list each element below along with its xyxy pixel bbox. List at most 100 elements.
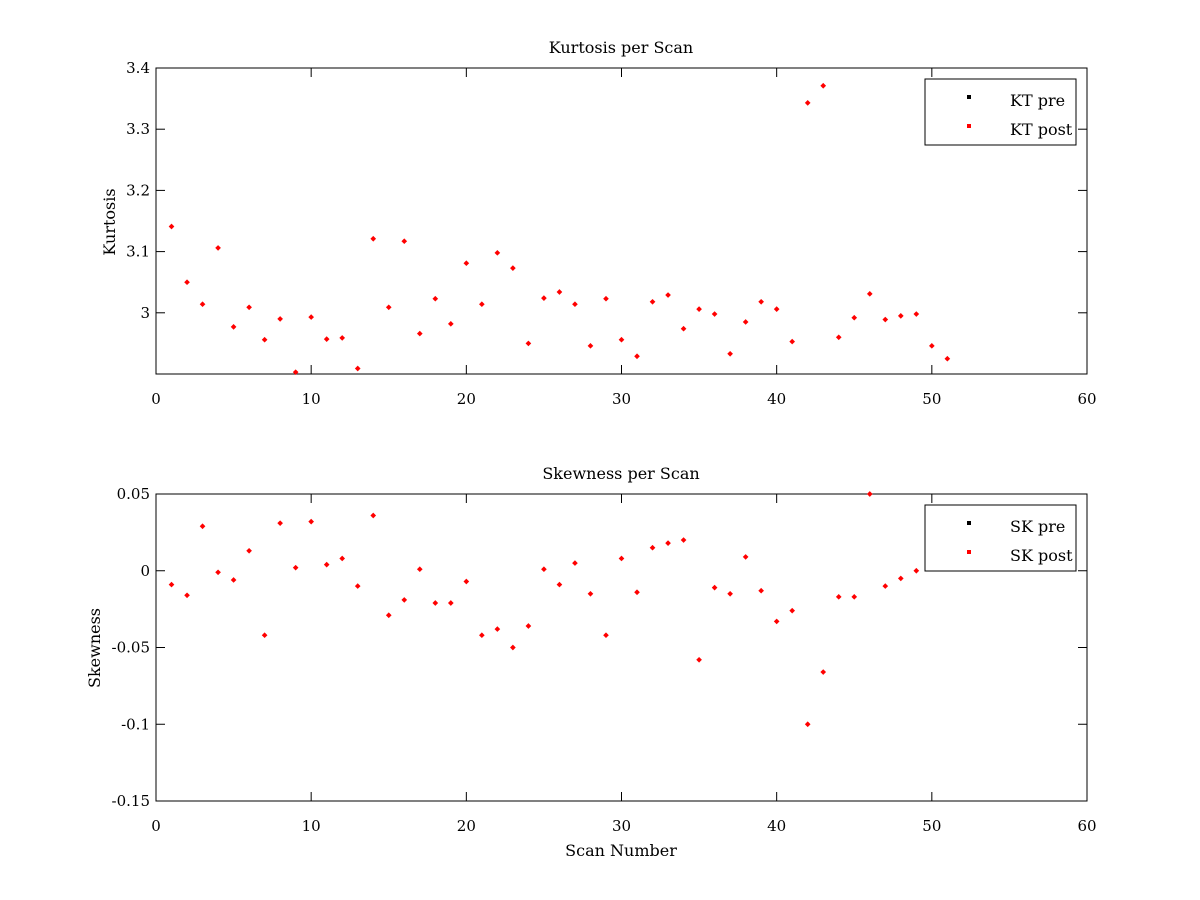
kurtosis-point-post [929, 343, 935, 349]
skewness-point-post [339, 555, 346, 562]
kurtosis-point-post [789, 338, 796, 345]
kurtosis-y-tick-label: 3.2 [126, 181, 150, 199]
skewness-point-post [773, 618, 780, 625]
kurtosis-point-post [696, 306, 702, 312]
skewness-point-post [292, 564, 299, 571]
skewness-y-axis-label: Skewness [85, 608, 104, 688]
skewness-point-post [308, 518, 314, 525]
kurtosis-y-tick-label: 3.1 [126, 243, 150, 261]
skewness-point-post [835, 594, 842, 600]
skewness-point-post [789, 607, 796, 614]
skewness-point-post [882, 583, 889, 589]
skewness-point-post [230, 577, 237, 583]
kurtosis-point-post [820, 82, 827, 89]
kurtosis-point-post [773, 306, 780, 312]
kurtosis-legend-marker-post [967, 124, 971, 128]
skewness-point-post [572, 560, 578, 566]
skewness-point-post [525, 623, 532, 629]
skewness-legend-marker-pre [967, 521, 971, 525]
skewness-point-post [246, 547, 252, 554]
kurtosis-point-post [572, 301, 578, 308]
skewness-point-post [541, 566, 547, 573]
kurtosis-points [168, 82, 951, 375]
kurtosis-point-post [292, 369, 299, 375]
skewness-x-tick-label: 30 [612, 817, 631, 835]
skewness-point-post [820, 669, 827, 675]
kurtosis-point-post [680, 325, 687, 332]
skewness-point-post [447, 600, 454, 606]
skewness-x-tick-label: 50 [922, 817, 941, 835]
kurtosis-point-post [246, 304, 252, 311]
kurtosis-point-post [308, 314, 314, 320]
kurtosis-point-post [541, 295, 547, 301]
skewness-point-post [277, 520, 283, 526]
kurtosis-point-post [618, 336, 625, 343]
skewness-point-post [354, 583, 361, 589]
kurtosis-point-post [168, 223, 175, 230]
kurtosis-y-axis-label: Kurtosis [100, 188, 119, 255]
kurtosis-point-post [447, 320, 454, 327]
skewness-point-post [261, 632, 268, 639]
kurtosis-point-post [463, 260, 470, 267]
skewness-point-post [199, 523, 206, 530]
skewness-point-post [804, 721, 811, 728]
skewness-point-post [385, 612, 392, 619]
kurtosis-x-tick-label: 20 [457, 390, 476, 408]
skewness-x-tick-label: 20 [457, 817, 476, 835]
skewness-point-post [913, 567, 920, 574]
skewness-point-post [416, 566, 423, 573]
kurtosis-point-post [758, 298, 764, 305]
kurtosis-point-post [897, 313, 904, 319]
kurtosis-x-tick-label: 0 [151, 390, 161, 408]
skewness-y-tick-label: -0.05 [112, 639, 150, 657]
kurtosis-title: Kurtosis per Scan [549, 38, 693, 57]
skewness-plot: Skewness per Scan Skewness Scan Number 0… [85, 464, 1097, 860]
kurtosis-point-post [215, 245, 221, 251]
kurtosis-point-post [587, 343, 594, 349]
skewness-point-post [168, 581, 175, 588]
skewness-point-post [634, 589, 640, 596]
kurtosis-y-ticks: 3 3.1 3.2 3.3 3.4 [126, 59, 1087, 322]
kurtosis-point-post [913, 311, 920, 317]
skewness-point-post [556, 581, 563, 588]
kurtosis-point-post [851, 314, 858, 321]
skewness-point-post [479, 632, 485, 639]
kurtosis-point-post [804, 100, 811, 106]
kurtosis-point-post [944, 355, 951, 362]
kurtosis-point-post [835, 334, 842, 341]
skewness-point-post [649, 544, 656, 551]
skewness-y-tick-label: -0.15 [112, 792, 150, 810]
kurtosis-x-tick-label: 10 [302, 390, 321, 408]
skewness-point-post [370, 512, 377, 519]
kurtosis-x-tick-label: 50 [922, 390, 941, 408]
kurtosis-point-post [401, 238, 408, 245]
skewness-point-post [401, 597, 408, 603]
kurtosis-point-post [603, 295, 609, 302]
kurtosis-point-post [634, 353, 640, 360]
kurtosis-point-post [370, 235, 377, 242]
skewness-point-post [587, 590, 594, 597]
skewness-y-tick-label: 0.05 [117, 485, 150, 503]
kurtosis-point-post [556, 289, 563, 295]
skewness-point-post [323, 561, 330, 568]
kurtosis-legend-label-post: KT post [1010, 120, 1073, 139]
skewness-point-post [758, 587, 764, 594]
kurtosis-point-post [432, 295, 439, 302]
skewness-point-post [184, 592, 190, 599]
skewness-point-post [215, 569, 221, 576]
kurtosis-x-tick-label: 60 [1077, 390, 1096, 408]
skewness-point-post [696, 656, 702, 663]
skewness-x-tick-label: 60 [1077, 817, 1096, 835]
kurtosis-legend-label-pre: KT pre [1010, 91, 1065, 110]
skewness-point-post [711, 584, 718, 591]
kurtosis-point-post [742, 319, 749, 325]
kurtosis-point-post [230, 324, 237, 330]
kurtosis-point-post [416, 330, 423, 337]
kurtosis-point-post [525, 340, 532, 347]
kurtosis-point-post [199, 301, 206, 308]
skewness-y-tick-label: -0.1 [121, 715, 150, 733]
skewness-point-post [603, 632, 609, 639]
kurtosis-point-post [323, 336, 330, 342]
kurtosis-legend: KT pre KT post [924, 78, 1077, 146]
skewness-x-tick-label: 40 [767, 817, 786, 835]
